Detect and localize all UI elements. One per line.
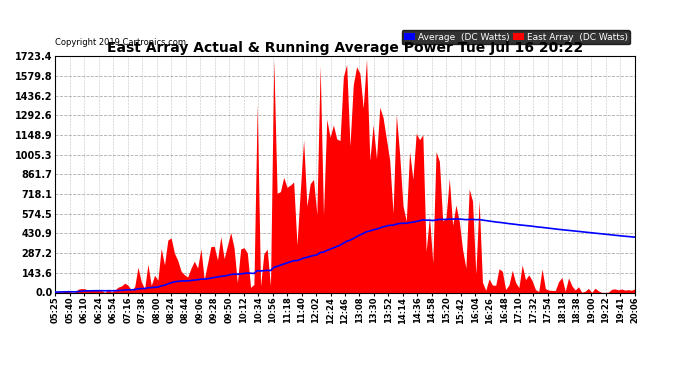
Legend: Average  (DC Watts), East Array  (DC Watts): Average (DC Watts), East Array (DC Watts…	[402, 30, 630, 45]
Title: East Array Actual & Running Average Power Tue Jul 16 20:22: East Array Actual & Running Average Powe…	[107, 41, 583, 55]
Text: Copyright 2019 Cartronics.com: Copyright 2019 Cartronics.com	[55, 38, 186, 47]
